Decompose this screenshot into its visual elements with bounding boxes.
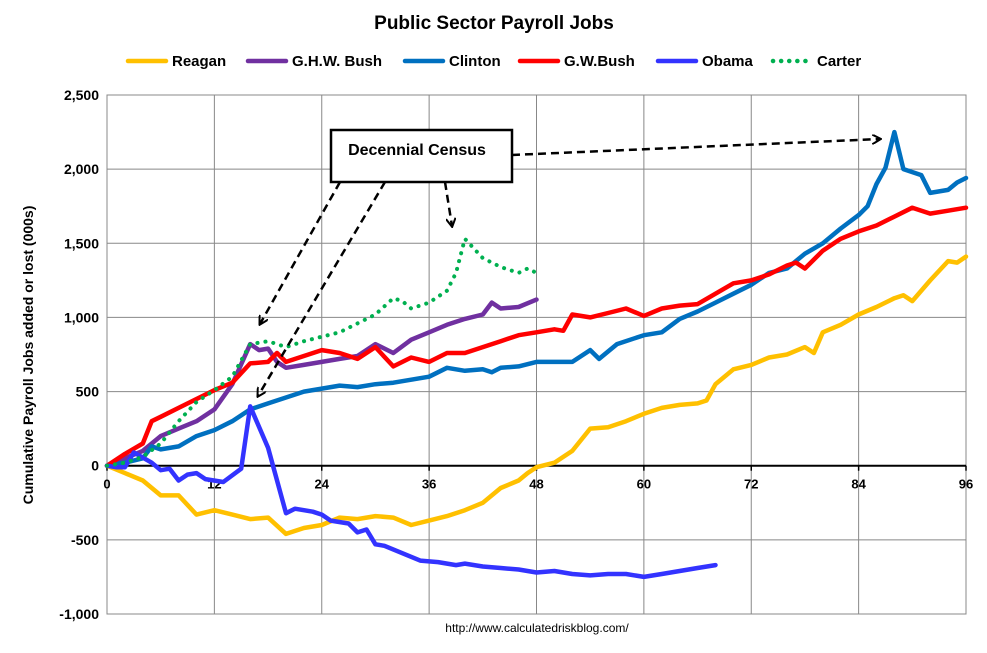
y-tick-label: 0 bbox=[91, 458, 99, 474]
annotation-arrow bbox=[443, 181, 452, 226]
x-tick-label: 96 bbox=[959, 477, 973, 492]
y-tick-label: -500 bbox=[71, 532, 99, 548]
x-tick-label: 84 bbox=[851, 477, 866, 492]
legend: Reagan G.H.W. Bush Clinton G.W.Bush Obama Car… bbox=[125, 53, 861, 70]
y-tick-label: 2,000 bbox=[64, 161, 99, 177]
y-tick-label: -1,000 bbox=[59, 606, 99, 622]
x-tick-label: 0 bbox=[103, 477, 110, 492]
series-line-g-w-bush bbox=[104, 205, 969, 468]
y-tick-label: 1,500 bbox=[64, 235, 99, 251]
legend-label: Carter bbox=[817, 53, 861, 70]
y-axis-label: Cumulative Payroll Jobs added or lost (0… bbox=[20, 206, 36, 505]
series-line-reagan bbox=[104, 254, 969, 537]
series-line-obama bbox=[104, 404, 718, 580]
series-line-g-h-w-bush bbox=[104, 297, 539, 468]
x-tick-label: 60 bbox=[637, 477, 651, 492]
source-url: http://www.calculatedriskblog.com/ bbox=[445, 621, 629, 635]
series-lines bbox=[104, 129, 969, 580]
chart-title: Public Sector Payroll Jobs bbox=[374, 13, 614, 34]
series-line-carter bbox=[105, 236, 539, 468]
y-tick-label: 500 bbox=[76, 384, 100, 400]
legend-label: G.W.Bush bbox=[564, 53, 635, 70]
gridlines bbox=[106, 94, 967, 615]
y-tick-label: 1,000 bbox=[64, 309, 99, 325]
y-tick-label: 2,500 bbox=[64, 87, 99, 103]
x-tick-label: 72 bbox=[744, 477, 758, 492]
legend-label: Obama bbox=[702, 53, 754, 70]
annotation-text: Decennial Census bbox=[348, 142, 486, 159]
annotation-arrow bbox=[260, 181, 342, 324]
legend-label: G.H.W. Bush bbox=[292, 53, 382, 70]
legend-label: Clinton bbox=[449, 53, 501, 70]
x-tick-label: 48 bbox=[529, 477, 543, 492]
annotation-arrow bbox=[511, 139, 880, 157]
annotation-box bbox=[329, 128, 514, 184]
x-tick-label: 36 bbox=[422, 477, 436, 492]
annotation-arrow bbox=[258, 181, 387, 396]
legend-label: Reagan bbox=[172, 53, 226, 70]
x-tick-label: 24 bbox=[315, 477, 330, 492]
census-annotation: Decennial Census bbox=[258, 128, 880, 396]
